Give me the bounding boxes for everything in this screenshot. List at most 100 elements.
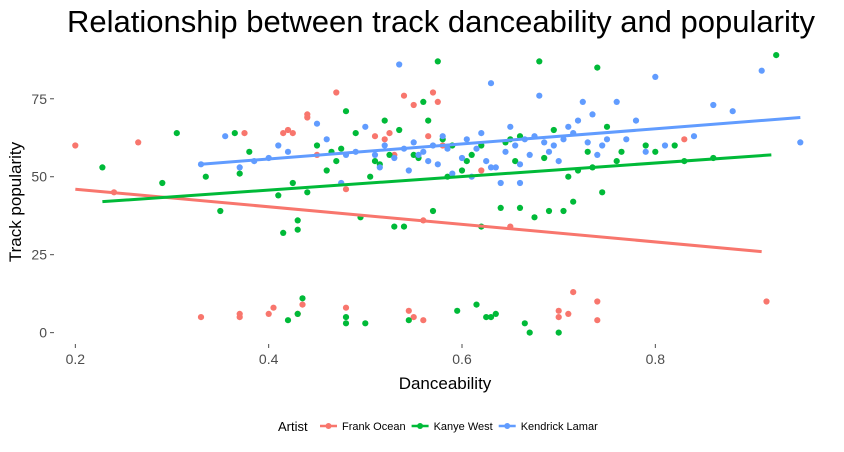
y-tick-label: 50	[31, 169, 47, 185]
point-kanye-west-20	[333, 158, 340, 165]
point-frank-ocean-31	[434, 98, 441, 105]
point-kanye-west-34	[396, 126, 403, 134]
point-kendrick-lamar-40	[512, 142, 519, 149]
point-kendrick-lamar-68	[729, 108, 736, 115]
legend-key-point-kendrick-lamar	[504, 423, 511, 429]
point-kendrick-lamar-65	[661, 142, 669, 149]
point-kanye-west-4	[217, 207, 224, 215]
point-kendrick-lamar-60	[613, 98, 620, 105]
point-frank-ocean-18	[342, 304, 350, 311]
point-kanye-west-50	[473, 301, 480, 308]
point-frank-ocean-15	[304, 111, 311, 118]
point-kanye-west-3	[202, 173, 209, 180]
point-kendrick-lamar-30	[463, 136, 470, 143]
point-kanye-west-28	[367, 173, 374, 180]
point-kanye-west-72	[584, 148, 591, 155]
point-kendrick-lamar-57	[594, 151, 601, 158]
point-frank-ocean-29	[425, 133, 432, 140]
point-frank-ocean-17	[333, 89, 340, 96]
point-frank-ocean-10	[284, 126, 292, 134]
point-kendrick-lamar-28	[449, 170, 456, 177]
point-kendrick-lamar-32	[473, 145, 480, 152]
trend-line-kendrick-lamar	[200, 115, 801, 166]
point-frank-ocean-11	[289, 130, 296, 137]
legend-label-kendrick-lamar: Kendrick Lamar	[521, 421, 598, 433]
point-frank-ocean-30	[429, 89, 437, 96]
point-kendrick-lamar-43	[526, 151, 533, 158]
point-kanye-west-47	[458, 167, 466, 174]
point-kendrick-lamar-6	[284, 148, 292, 155]
point-kendrick-lamar-48	[550, 142, 557, 149]
point-kendrick-lamar-66	[690, 133, 698, 140]
point-kendrick-lamar-54	[579, 98, 586, 105]
point-kendrick-lamar-47	[545, 148, 553, 155]
point-frank-ocean-9	[280, 130, 287, 137]
point-frank-ocean-1	[135, 139, 142, 146]
point-frank-ocean-24	[400, 92, 408, 99]
point-kendrick-lamar-26	[439, 133, 446, 140]
point-frank-ocean-36	[555, 307, 562, 314]
legend: Artist Frank Ocean Kanye West Kendrick Lama…	[278, 419, 598, 434]
point-frank-ocean-37	[555, 314, 562, 321]
point-kanye-west-77	[613, 158, 620, 165]
point-kanye-west-68	[560, 207, 567, 215]
point-kanye-west-86	[516, 204, 524, 211]
point-kanye-west-18	[323, 167, 330, 174]
point-frank-ocean-28	[420, 317, 427, 324]
point-kendrick-lamar-19	[405, 167, 412, 174]
point-kanye-west-70	[570, 198, 577, 205]
point-frank-ocean-39	[570, 289, 577, 296]
legend-label-kanye-west: Kanye West	[434, 421, 493, 433]
y-tick-label: 0	[39, 325, 47, 341]
y-tick-label: 25	[31, 247, 47, 263]
point-kendrick-lamar-15	[381, 142, 388, 149]
point-frank-ocean-40	[594, 298, 601, 305]
point-kanye-west-10	[284, 317, 292, 324]
point-kendrick-lamar-39	[507, 123, 514, 130]
point-kanye-west-29	[371, 158, 379, 165]
point-frank-ocean-26	[410, 101, 417, 109]
x-axis: 0.2 0.4 0.6 0.8	[66, 344, 666, 367]
point-kanye-west-84	[773, 52, 780, 59]
point-kendrick-lamar-5	[275, 142, 282, 149]
point-kendrick-lamar-14	[376, 164, 383, 171]
point-kanye-west-53	[487, 314, 495, 321]
plot-area	[72, 52, 804, 336]
point-kanye-west-5	[231, 130, 238, 137]
point-kanye-west-76	[603, 123, 611, 130]
point-kanye-west-14	[294, 226, 301, 233]
point-kanye-west-13	[294, 310, 301, 317]
chart-title: Relationship between track danceability …	[67, 4, 815, 39]
point-kanye-west-65	[545, 207, 553, 215]
point-kanye-west-55	[497, 204, 504, 211]
point-kendrick-lamar-2	[236, 164, 243, 171]
point-frank-ocean-19	[342, 186, 350, 193]
point-kendrick-lamar-49	[555, 158, 562, 165]
point-frank-ocean-42	[681, 136, 688, 143]
point-kanye-west-25	[352, 130, 359, 137]
point-kanye-west-48	[463, 158, 470, 165]
x-tick-label: 0.2	[66, 351, 86, 367]
point-kendrick-lamar-7	[313, 120, 321, 127]
point-kendrick-lamar-21	[415, 151, 422, 158]
x-tick-label: 0.8	[646, 351, 666, 367]
point-kanye-west-67	[555, 329, 562, 336]
point-frank-ocean-5	[236, 310, 243, 317]
point-kanye-west-27	[362, 320, 369, 327]
point-kanye-west-23	[342, 320, 350, 327]
point-kendrick-lamar-64	[652, 73, 659, 80]
point-kendrick-lamar-55	[584, 139, 591, 146]
point-frank-ocean-34	[478, 167, 485, 174]
point-frank-ocean-0	[72, 142, 79, 149]
point-kendrick-lamar-67	[710, 101, 717, 109]
x-axis-title: Danceability	[399, 374, 492, 393]
point-kendrick-lamar-12	[362, 123, 369, 130]
point-frank-ocean-21	[381, 136, 388, 143]
point-kanye-west-37	[410, 151, 417, 158]
point-kanye-west-80	[652, 148, 659, 155]
point-kanye-west-11	[289, 179, 296, 187]
point-kendrick-lamar-16	[391, 154, 398, 162]
point-kanye-west-81	[671, 142, 678, 149]
point-kanye-west-31	[381, 117, 388, 124]
